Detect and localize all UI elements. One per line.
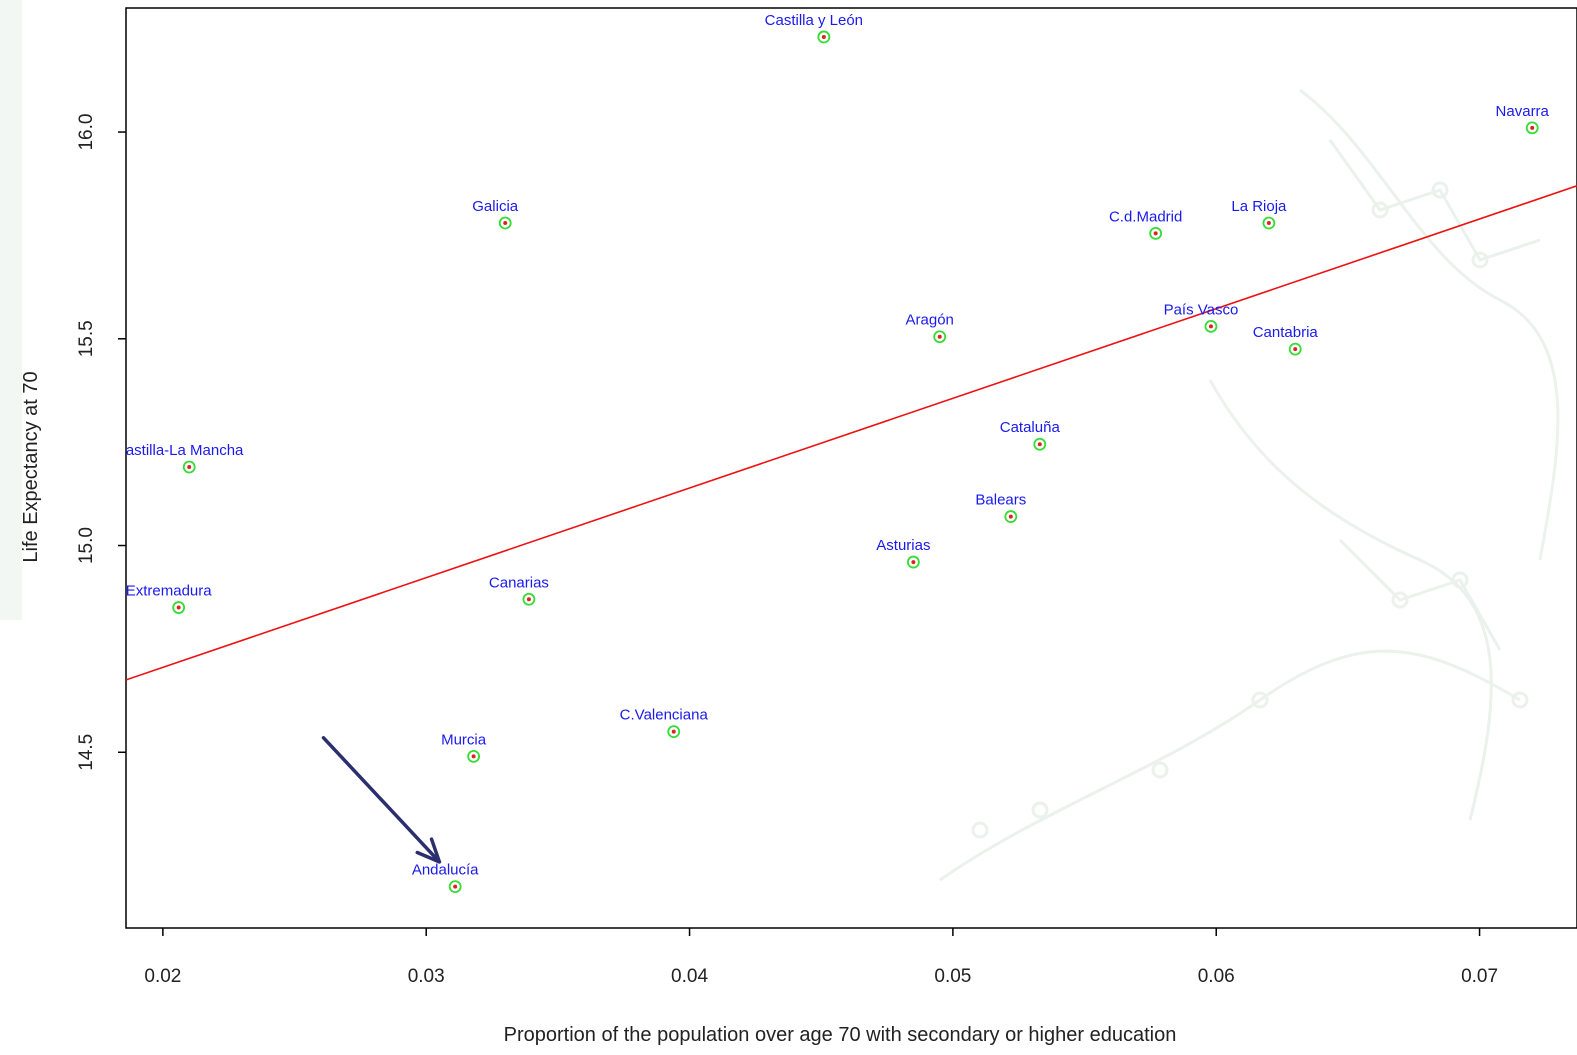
data-point xyxy=(671,729,676,734)
data-point xyxy=(821,34,826,39)
point-label: Canarias xyxy=(489,574,549,591)
x-tick-label: 0.06 xyxy=(1198,966,1235,987)
y-tick-label: 15.5 xyxy=(76,320,97,357)
point-label: País Vasco xyxy=(1164,301,1239,318)
data-point xyxy=(471,754,476,759)
data-point-ring xyxy=(172,601,186,614)
data-point-ring xyxy=(467,750,481,763)
data-point xyxy=(1008,514,1013,519)
data-point-ring xyxy=(522,592,536,606)
data-point-ring xyxy=(906,555,920,569)
x-axis-title: Proportion of the population over age 70… xyxy=(504,1024,1177,1046)
data-point-ring xyxy=(498,216,512,230)
point-label: C.Valenciana xyxy=(620,707,709,724)
data-point xyxy=(1037,442,1042,447)
point-label: Aragón xyxy=(906,312,954,329)
data-point xyxy=(187,464,192,469)
y-axis-title: Life Expectancy at 70 xyxy=(20,371,42,562)
data-point xyxy=(453,884,458,889)
data-point xyxy=(1530,125,1535,130)
data-point-ring xyxy=(182,460,196,474)
point-label: Asturias xyxy=(876,537,930,554)
x-tick-label: 0.05 xyxy=(934,966,971,987)
data-point xyxy=(937,334,942,339)
data-point-ring xyxy=(667,725,681,738)
point-label: Navarra xyxy=(1496,103,1550,120)
plot-area xyxy=(126,30,1577,894)
plot-frame xyxy=(125,7,1577,929)
point-label: Balears xyxy=(975,492,1026,509)
y-tick-label: 15.0 xyxy=(76,527,97,564)
data-point xyxy=(1266,221,1271,226)
point-label: Cataluña xyxy=(1000,419,1061,436)
data-point-ring xyxy=(1033,437,1047,451)
point-label: Galicia xyxy=(472,198,519,215)
data-point xyxy=(526,597,531,602)
y-tick-label: 14.5 xyxy=(76,734,97,771)
x-tick-label: 0.07 xyxy=(1461,966,1498,987)
data-point-ring xyxy=(933,330,947,344)
data-point-ring xyxy=(1262,216,1276,230)
point-labels: Castilla y León Navarra Galicia C.d.Madrid L… xyxy=(115,12,1550,879)
data-point-ring xyxy=(1149,226,1163,240)
data-point-ring xyxy=(1004,510,1018,523)
point-label: Castilla y León xyxy=(765,12,863,29)
data-point-ring xyxy=(1525,121,1539,135)
point-label: Castilla-La Mancha xyxy=(115,442,244,459)
annotation-arrow-shaft xyxy=(321,736,442,864)
data-point-ring xyxy=(448,880,462,894)
data-point xyxy=(176,605,181,610)
annotation-arrow-head xyxy=(415,837,442,864)
y-tick-label: 16.0 xyxy=(76,114,97,151)
data-point xyxy=(911,560,916,565)
data-point-ring xyxy=(817,30,831,44)
data-point xyxy=(503,221,508,226)
data-point xyxy=(1153,231,1158,236)
point-label: Extremadura xyxy=(126,583,213,600)
data-point xyxy=(1293,347,1298,352)
background-molecule-watermark xyxy=(0,0,1560,882)
y-axis: 14.5 15.0 15.5 16.0 xyxy=(76,114,126,771)
point-label: C.d.Madrid xyxy=(1109,208,1182,225)
point-label: Andalucía xyxy=(412,862,479,879)
x-tick-label: 0.04 xyxy=(671,966,708,987)
point-label: Cantabria xyxy=(1253,324,1319,341)
x-tick-label: 0.03 xyxy=(408,966,445,987)
x-tick-label: 0.02 xyxy=(144,966,181,987)
point-label: Murcia xyxy=(441,731,487,748)
data-point xyxy=(1208,324,1213,329)
data-point-ring xyxy=(1204,319,1218,333)
x-axis: 0.02 0.03 0.04 0.05 0.06 0.07 xyxy=(144,928,1498,987)
annotation xyxy=(321,736,442,864)
regression-line xyxy=(126,185,1577,681)
point-label: La Rioja xyxy=(1231,198,1287,215)
data-point-ring xyxy=(1288,342,1302,356)
